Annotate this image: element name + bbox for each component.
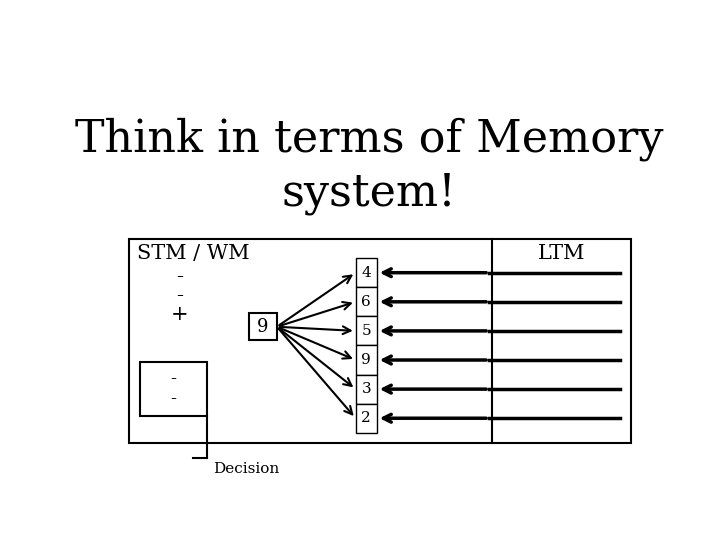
Text: 4: 4 [361, 266, 371, 280]
Bar [356, 316, 377, 346]
Bar [129, 239, 631, 443]
Bar [356, 287, 377, 316]
Text: system!: system! [282, 172, 456, 215]
Text: -: - [171, 370, 176, 388]
Bar [140, 362, 207, 416]
Text: -: - [171, 390, 176, 408]
Bar [356, 375, 377, 404]
Text: 5: 5 [361, 324, 371, 338]
Bar [249, 313, 277, 340]
Text: 6: 6 [361, 295, 371, 309]
Text: LTM: LTM [538, 244, 585, 262]
Bar [356, 346, 377, 375]
Text: -: - [176, 248, 183, 268]
Bar [356, 258, 377, 287]
Text: -: - [176, 267, 183, 286]
Text: 9: 9 [361, 353, 371, 367]
Text: Decision: Decision [213, 462, 279, 476]
Text: 2: 2 [361, 411, 371, 425]
Text: +: + [171, 305, 188, 324]
Text: STM / WM: STM / WM [138, 244, 250, 262]
Bar [356, 404, 377, 433]
Text: Think in terms of Memory: Think in terms of Memory [75, 118, 663, 161]
Text: -: - [176, 286, 183, 305]
Text: 3: 3 [361, 382, 371, 396]
Text: 9: 9 [257, 318, 269, 336]
